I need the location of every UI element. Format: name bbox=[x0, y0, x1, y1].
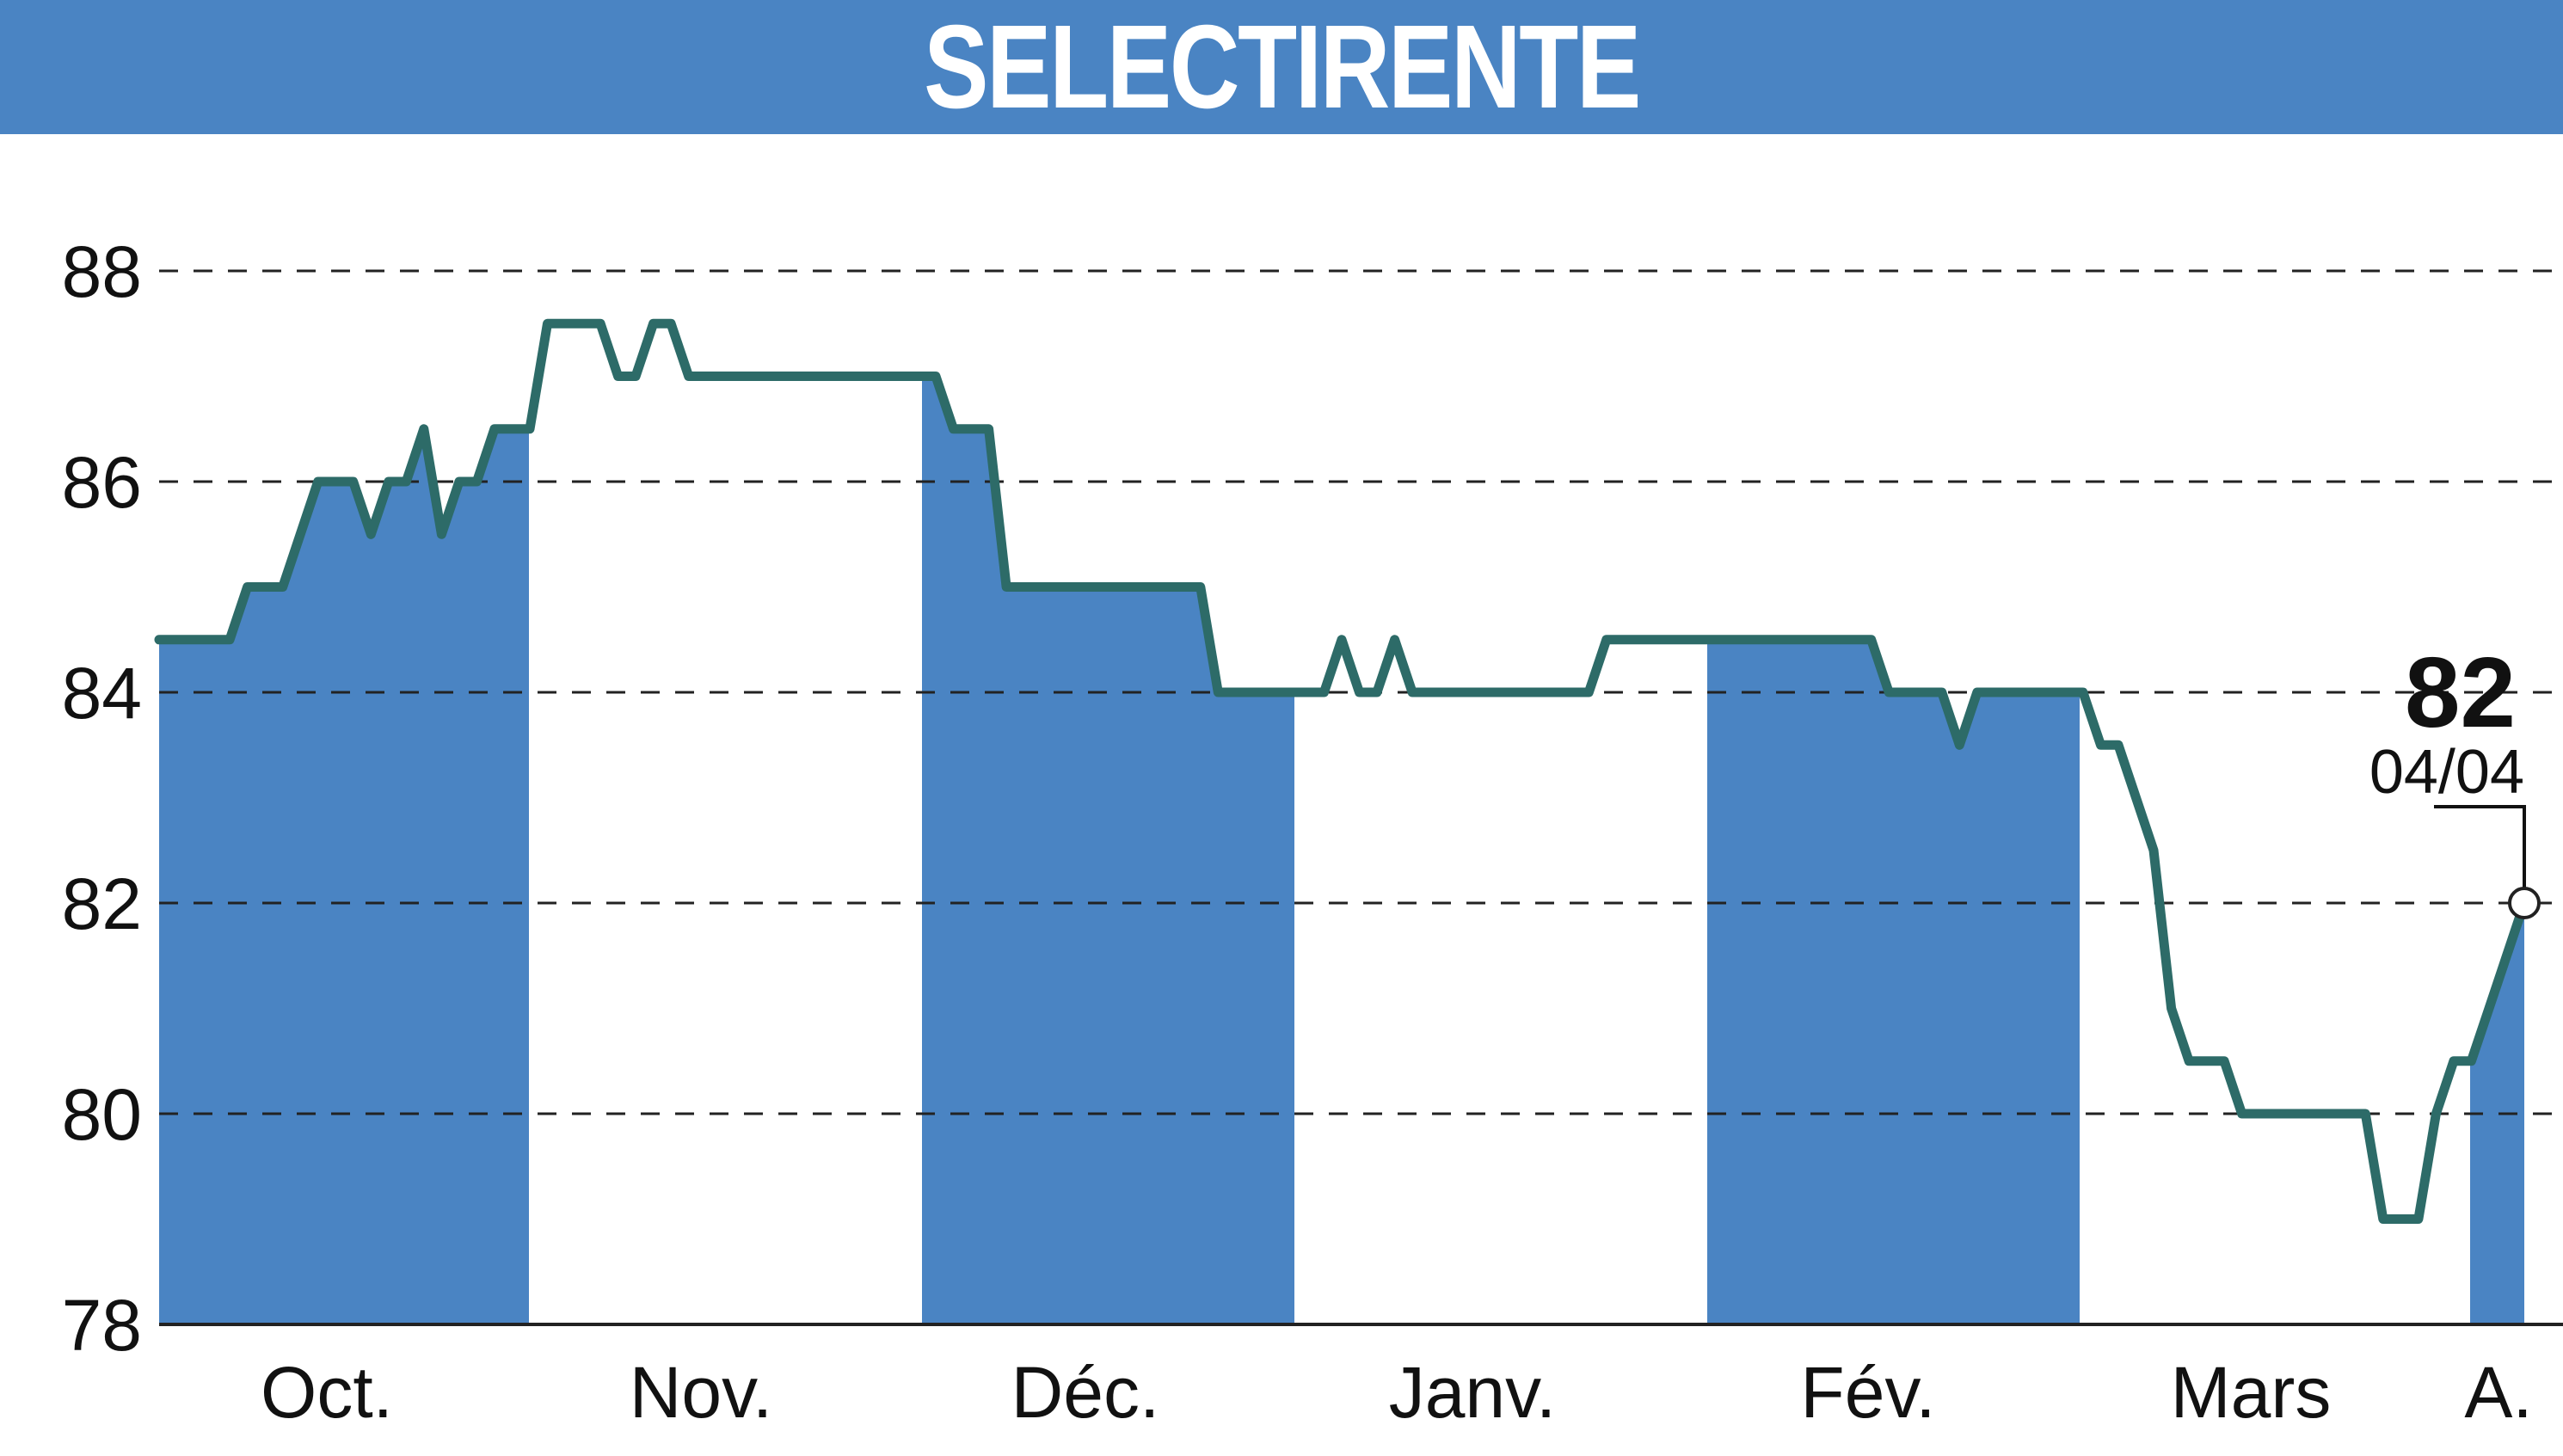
x-tick-label: Janv. bbox=[1389, 1352, 1557, 1433]
month-band bbox=[922, 376, 1294, 1324]
x-tick-label: Nov. bbox=[630, 1352, 772, 1433]
last-value-label: 82 bbox=[2405, 636, 2516, 748]
x-axis-ticks: Oct. Nov. Déc. Janv. Fév. Mars A. bbox=[261, 1352, 2533, 1433]
last-value-callout: 82 04/04 bbox=[2369, 636, 2541, 919]
x-tick-label: Mars bbox=[2171, 1352, 2332, 1433]
leader-line bbox=[2434, 805, 2526, 903]
month-band bbox=[159, 428, 529, 1324]
last-point-marker bbox=[2508, 887, 2541, 919]
y-tick-label: 84 bbox=[62, 653, 142, 734]
y-tick-label: 78 bbox=[62, 1285, 142, 1366]
month-bands bbox=[159, 376, 2524, 1324]
x-tick-label: Oct. bbox=[261, 1352, 393, 1433]
chart-title: SELECTIRENTE bbox=[924, 1, 1641, 133]
y-tick-label: 80 bbox=[62, 1074, 142, 1155]
series-line bbox=[154, 318, 2529, 1224]
x-tick-label: Fév. bbox=[1800, 1352, 1935, 1433]
x-tick-label: Déc. bbox=[1011, 1352, 1160, 1433]
y-tick-label: 82 bbox=[62, 863, 142, 944]
y-axis-ticks: 78 80 82 84 86 88 bbox=[62, 231, 142, 1366]
y-tick-label: 86 bbox=[62, 442, 142, 523]
month-band bbox=[2470, 903, 2524, 1324]
month-band bbox=[1707, 639, 2080, 1324]
last-date-label: 04/04 bbox=[2369, 738, 2524, 807]
y-tick-label: 88 bbox=[62, 231, 142, 312]
title-bar bbox=[0, 0, 2563, 134]
x-tick-label: A. bbox=[2464, 1352, 2532, 1433]
